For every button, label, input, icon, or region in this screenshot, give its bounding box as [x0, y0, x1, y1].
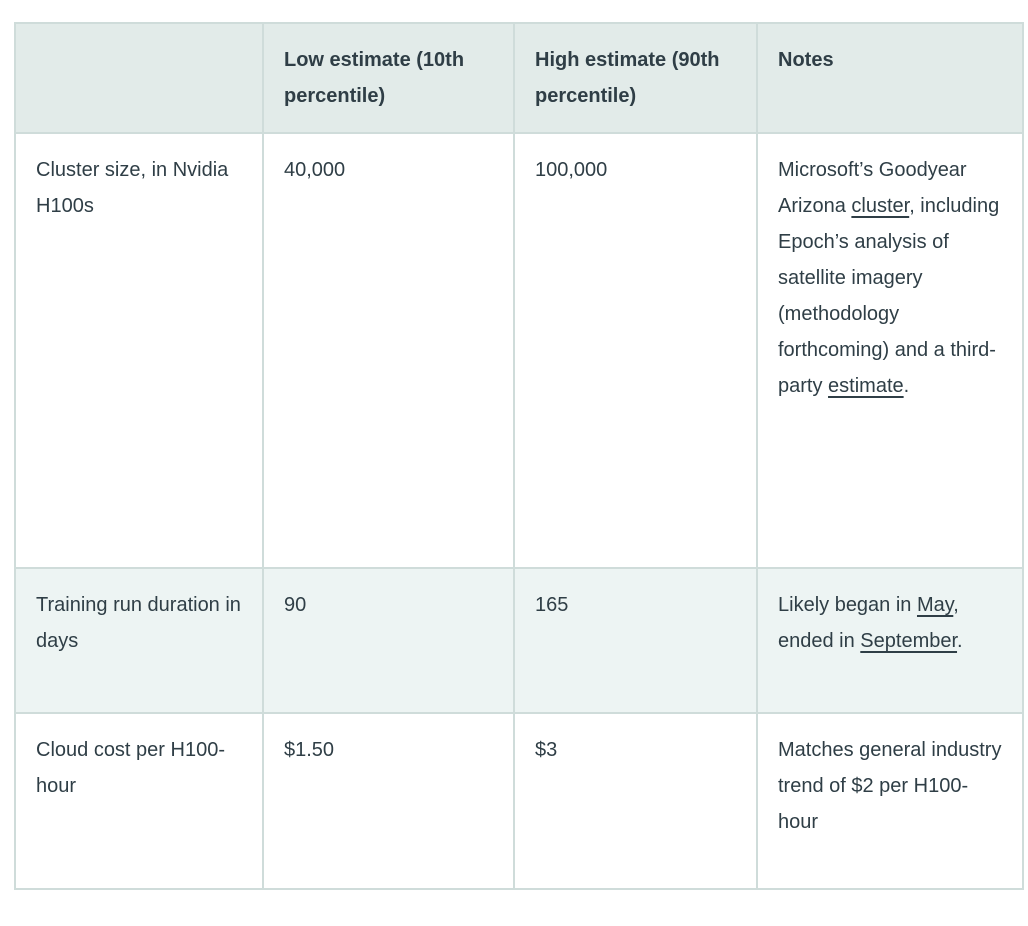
cloud-cost-high-value: $3: [513, 712, 758, 890]
header-cell-empty: [14, 22, 264, 134]
estimate-link[interactable]: estimate: [828, 375, 904, 397]
row-label-cluster-size: Cluster size, in Nvidia H100s: [14, 132, 264, 569]
cluster-link[interactable]: cluster: [851, 195, 910, 217]
cluster-size-notes: Microsoft’s Goodyear Arizona cluster, in…: [756, 132, 1024, 569]
header-cell-notes: Notes: [756, 22, 1024, 134]
cluster-size-low-value: 40,000: [262, 132, 515, 569]
row-label-training-duration: Training run duration in days: [14, 567, 264, 714]
table-row-cloud-cost: Cloud cost per H100-hour $1.50 $3 Matche…: [14, 712, 1024, 890]
table-row-training-duration: Training run duration in days 90 165 Lik…: [14, 567, 1024, 714]
training-duration-low-value: 90: [262, 567, 515, 714]
training-duration-notes: Likely began in May, ended in September.: [756, 567, 1024, 714]
header-cell-low-estimate: Low estimate (10th percentile): [262, 22, 515, 134]
header-cell-high-estimate: High estimate (90th percentile): [513, 22, 758, 134]
cloud-cost-low-value: $1.50: [262, 712, 515, 890]
september-link[interactable]: September: [860, 630, 958, 652]
row-label-cloud-cost: Cloud cost per H100-hour: [14, 712, 264, 890]
cloud-cost-notes: Matches general industry trend of $2 per…: [756, 712, 1024, 890]
training-duration-high-value: 165: [513, 567, 758, 714]
table-row-cluster-size: Cluster size, in Nvidia H100s 40,000 100…: [14, 132, 1024, 569]
may-link[interactable]: May: [916, 594, 954, 616]
estimates-table: Low estimate (10th percentile) High esti…: [14, 22, 1024, 890]
cluster-size-high-value: 100,000: [513, 132, 758, 569]
header-row: Low estimate (10th percentile) High esti…: [14, 22, 1024, 134]
